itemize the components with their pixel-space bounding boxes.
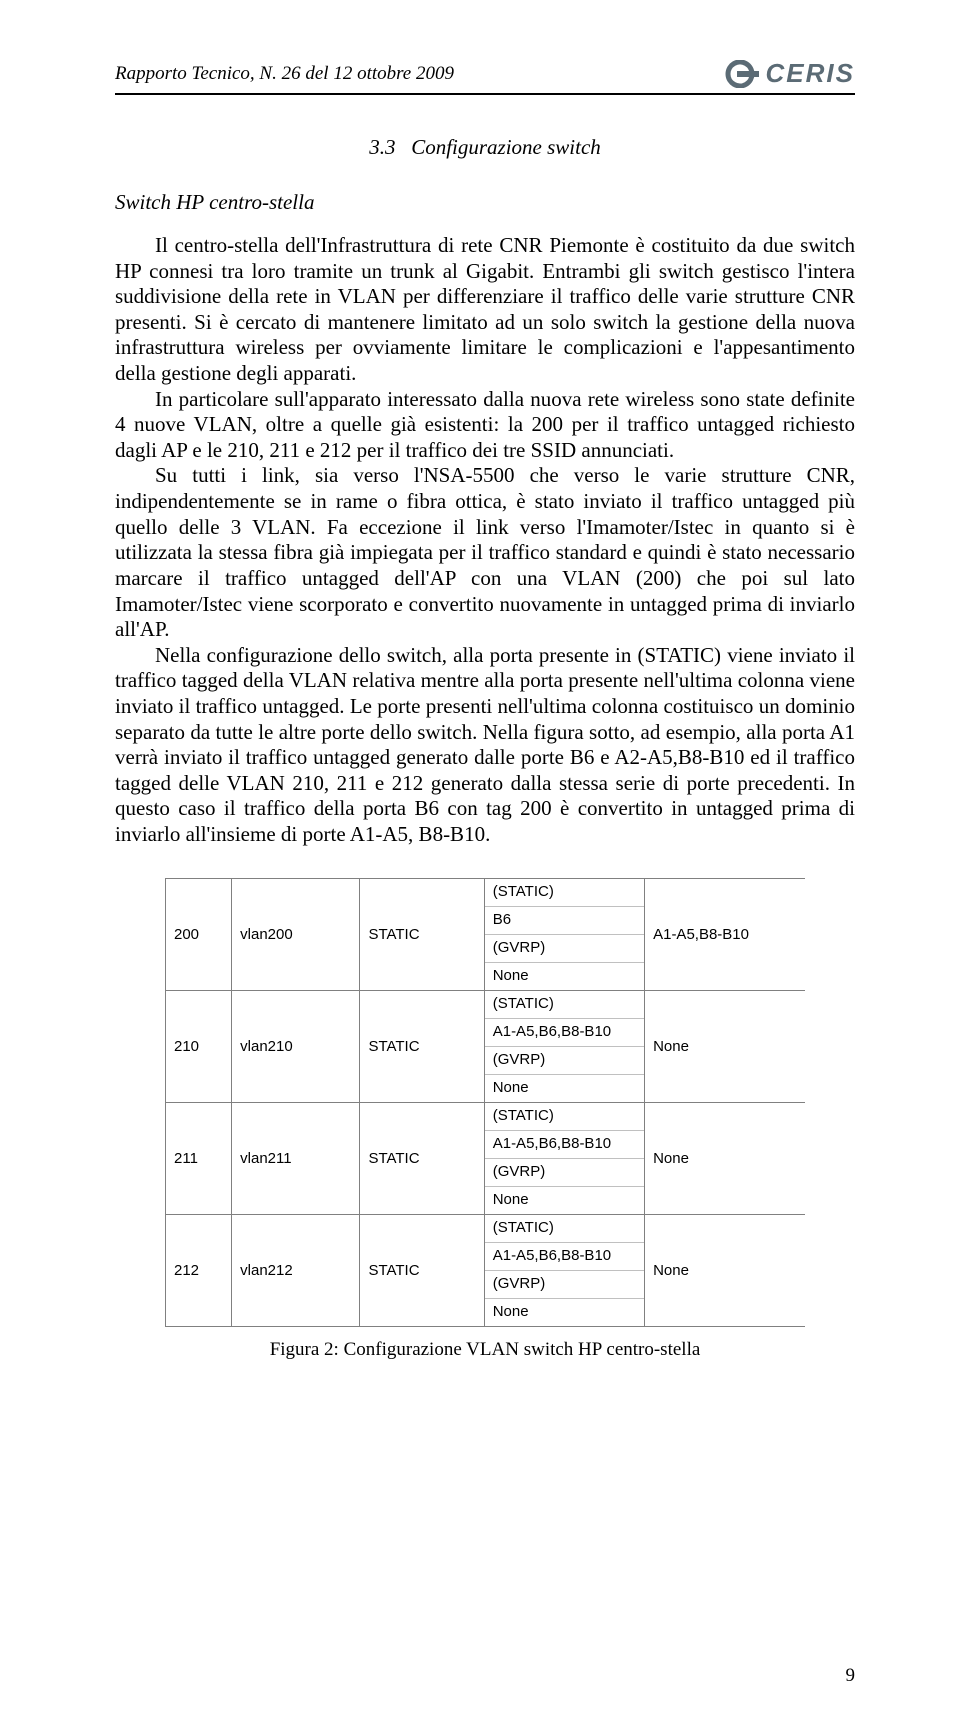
subsection-heading: Switch HP centro-stella <box>115 190 855 215</box>
vlan-id-cell: 210 <box>166 990 232 1102</box>
ports-gvrp-label: (GVRP) <box>485 934 644 962</box>
table-row: 212vlan212STATIC(STATIC)A1-A5,B6,B8-B10(… <box>166 1214 806 1326</box>
vlan-untagged-cell: None <box>645 1102 805 1214</box>
paragraph-3: Su tutti i link, sia verso l'NSA-5500 ch… <box>115 463 855 642</box>
ports-list: A1-A5,B6,B8-B10 <box>485 1130 644 1158</box>
section-title: Configurazione switch <box>411 135 601 159</box>
vlan-ports-cell: (STATIC)B6(GVRP)None <box>484 878 644 990</box>
vlan-name-cell: vlan200 <box>232 878 360 990</box>
ports-list: A1-A5,B6,B8-B10 <box>485 1018 644 1046</box>
paragraph-1: Il centro-stella dell'Infrastruttura di … <box>115 233 855 387</box>
vlan-id-cell: 211 <box>166 1102 232 1214</box>
page: Rapporto Tecnico, N. 26 del 12 ottobre 2… <box>0 0 960 1723</box>
vlan-ports-cell: (STATIC)A1-A5,B6,B8-B10(GVRP)None <box>484 990 644 1102</box>
ports-gvrp-label: (GVRP) <box>485 1270 644 1298</box>
vlan-status-cell: STATIC <box>360 1214 484 1326</box>
ports-none: None <box>485 1074 644 1102</box>
ports-static-label: (STATIC) <box>485 1103 644 1130</box>
vlan-untagged-cell: A1-A5,B8-B10 <box>645 878 805 990</box>
ports-gvrp-label: (GVRP) <box>485 1046 644 1074</box>
ceris-logo: CERIS <box>722 58 855 89</box>
ports-static-label: (STATIC) <box>485 879 644 906</box>
paragraph-2: In particolare sull'apparato interessato… <box>115 387 855 464</box>
ports-none: None <box>485 962 644 990</box>
figure-caption: Figura 2: Configurazione VLAN switch HP … <box>115 1339 855 1361</box>
ports-gvrp-label: (GVRP) <box>485 1158 644 1186</box>
table-row: 211vlan211STATIC(STATIC)A1-A5,B6,B8-B10(… <box>166 1102 806 1214</box>
ports-list: B6 <box>485 906 644 934</box>
page-number: 9 <box>846 1665 856 1687</box>
header-rule <box>115 93 855 95</box>
paragraph-4: Nella configurazione dello switch, alla … <box>115 643 855 848</box>
ports-static-label: (STATIC) <box>485 991 644 1018</box>
ceris-logo-text: CERIS <box>766 58 855 89</box>
ports-none: None <box>485 1298 644 1326</box>
body-text: Il centro-stella dell'Infrastruttura di … <box>115 233 855 848</box>
section-heading: 3.3 Configurazione switch <box>115 135 855 160</box>
vlan-name-cell: vlan212 <box>232 1214 360 1326</box>
vlan-name-cell: vlan211 <box>232 1102 360 1214</box>
vlan-ports-cell: (STATIC)A1-A5,B6,B8-B10(GVRP)None <box>484 1214 644 1326</box>
table-row: 200vlan200STATIC(STATIC)B6(GVRP)NoneA1-A… <box>166 878 806 990</box>
vlan-untagged-cell: None <box>645 990 805 1102</box>
ports-static-label: (STATIC) <box>485 1215 644 1242</box>
ceris-icon <box>722 60 760 88</box>
vlan-status-cell: STATIC <box>360 1102 484 1214</box>
ports-none: None <box>485 1186 644 1214</box>
vlan-table: 200vlan200STATIC(STATIC)B6(GVRP)NoneA1-A… <box>165 878 805 1327</box>
vlan-untagged-cell: None <box>645 1214 805 1326</box>
vlan-id-cell: 200 <box>166 878 232 990</box>
vlan-ports-cell: (STATIC)A1-A5,B6,B8-B10(GVRP)None <box>484 1102 644 1214</box>
table-row: 210vlan210STATIC(STATIC)A1-A5,B6,B8-B10(… <box>166 990 806 1102</box>
section-number: 3.3 <box>369 135 395 159</box>
vlan-status-cell: STATIC <box>360 878 484 990</box>
header-logo: CERIS <box>722 58 855 89</box>
vlan-status-cell: STATIC <box>360 990 484 1102</box>
vlan-id-cell: 212 <box>166 1214 232 1326</box>
vlan-name-cell: vlan210 <box>232 990 360 1102</box>
page-header: Rapporto Tecnico, N. 26 del 12 ottobre 2… <box>115 58 855 89</box>
figure-vlan-table: 200vlan200STATIC(STATIC)B6(GVRP)NoneA1-A… <box>115 878 855 1327</box>
header-title: Rapporto Tecnico, N. 26 del 12 ottobre 2… <box>115 63 454 85</box>
ports-list: A1-A5,B6,B8-B10 <box>485 1242 644 1270</box>
